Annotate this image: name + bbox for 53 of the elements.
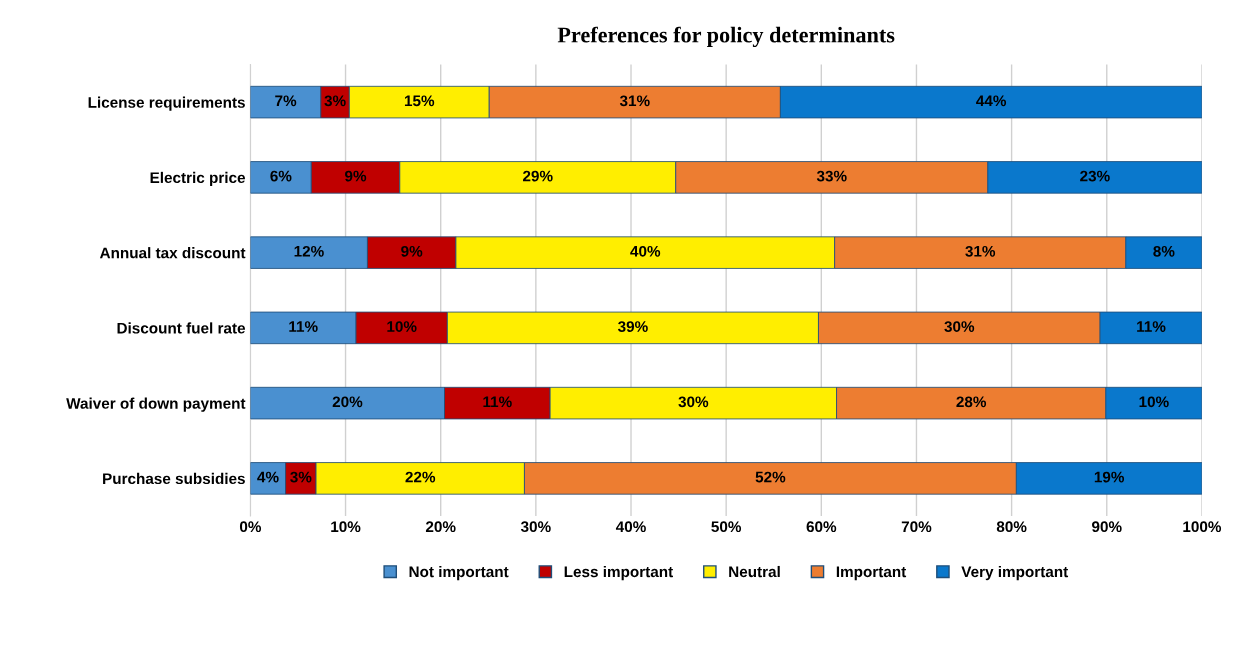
legend-label: Neutral xyxy=(729,565,780,578)
x-tick-label: 0% xyxy=(239,521,262,533)
data-label: 28% xyxy=(956,396,987,408)
y-tick-label: Purchase subsidies xyxy=(103,472,245,485)
data-label: 30% xyxy=(678,396,709,408)
data-label: 6% xyxy=(270,170,292,182)
data-label: 3% xyxy=(290,471,312,483)
data-label: 31% xyxy=(965,245,996,257)
x-tick-label: 80% xyxy=(996,521,1027,533)
legend-label: Very important xyxy=(961,565,1069,581)
data-label: 9% xyxy=(401,245,423,257)
data-label: 9% xyxy=(345,170,367,182)
data-label: 7% xyxy=(275,95,297,107)
data-label: 29% xyxy=(523,170,553,182)
data-label: 11% xyxy=(1137,321,1166,332)
y-tick-label: Annual tax discount xyxy=(99,247,246,259)
data-label: 4% xyxy=(257,471,279,483)
legend-label: Less important xyxy=(564,565,673,581)
x-tick-label: 60% xyxy=(806,521,837,533)
y-tick-label: Waiver of down payment xyxy=(66,397,246,412)
x-tick-label: 30% xyxy=(520,521,551,533)
y-tick-label: Discount fuel rate xyxy=(117,322,246,334)
data-label: 52% xyxy=(755,471,786,483)
data-label: 15% xyxy=(404,95,435,107)
data-label: 23% xyxy=(1080,170,1110,182)
data-label: 31% xyxy=(619,95,650,107)
data-label: 33% xyxy=(816,170,847,182)
data-label: 44% xyxy=(976,95,1007,107)
y-tick-label: Electric price xyxy=(150,171,246,187)
data-label: 22% xyxy=(405,471,436,483)
data-label: 3% xyxy=(324,95,346,107)
x-tick-label: 40% xyxy=(615,521,646,533)
data-label: 11% xyxy=(289,321,318,332)
x-tick-label: 70% xyxy=(901,521,932,533)
x-tick-label: 90% xyxy=(1092,521,1122,533)
x-tick-label: 100% xyxy=(1183,521,1222,533)
chart-title: Preferences for policy determinants xyxy=(557,26,895,48)
legend-label: Not important xyxy=(409,565,509,581)
data-label: 40% xyxy=(630,245,661,257)
data-label: 39% xyxy=(617,321,648,332)
data-label: 10% xyxy=(387,321,417,332)
data-label: 11% xyxy=(483,396,512,408)
x-tick-label: 10% xyxy=(331,521,361,533)
y-tick-label: License requirements xyxy=(88,96,245,111)
data-label: 19% xyxy=(1094,471,1125,483)
x-tick-label: 20% xyxy=(425,521,456,533)
data-label: 30% xyxy=(944,321,975,332)
data-label: 8% xyxy=(1153,245,1175,257)
x-tick-label: 50% xyxy=(711,521,742,533)
data-label: 12% xyxy=(294,245,324,257)
legend-label: Important xyxy=(836,566,907,581)
data-label: 20% xyxy=(332,396,363,408)
data-label: 10% xyxy=(1139,396,1169,408)
